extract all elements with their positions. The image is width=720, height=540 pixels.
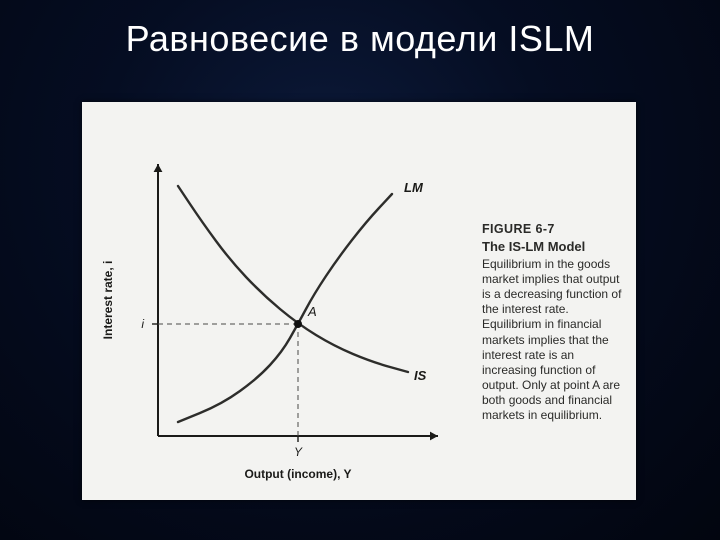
svg-text:i: i bbox=[141, 317, 144, 331]
svg-text:A: A bbox=[307, 304, 317, 319]
slide-title: Равновесие в модели ISLM bbox=[0, 18, 720, 60]
islm-figure: i Y LM IS A Interest rate, i Output (income), … bbox=[82, 102, 636, 500]
svg-text:Output (income), Y: Output (income), Y bbox=[244, 467, 351, 481]
figure-caption-body: Equilibrium in the goods market implies … bbox=[482, 257, 627, 423]
svg-text:LM: LM bbox=[404, 180, 424, 195]
figure-number: FIGURE 6-7 bbox=[482, 222, 555, 238]
svg-text:Y: Y bbox=[294, 445, 303, 459]
svg-text:Interest rate, i: Interest rate, i bbox=[101, 261, 115, 340]
svg-text:IS: IS bbox=[414, 368, 427, 383]
figure-title: The IS-LM Model bbox=[482, 239, 585, 255]
